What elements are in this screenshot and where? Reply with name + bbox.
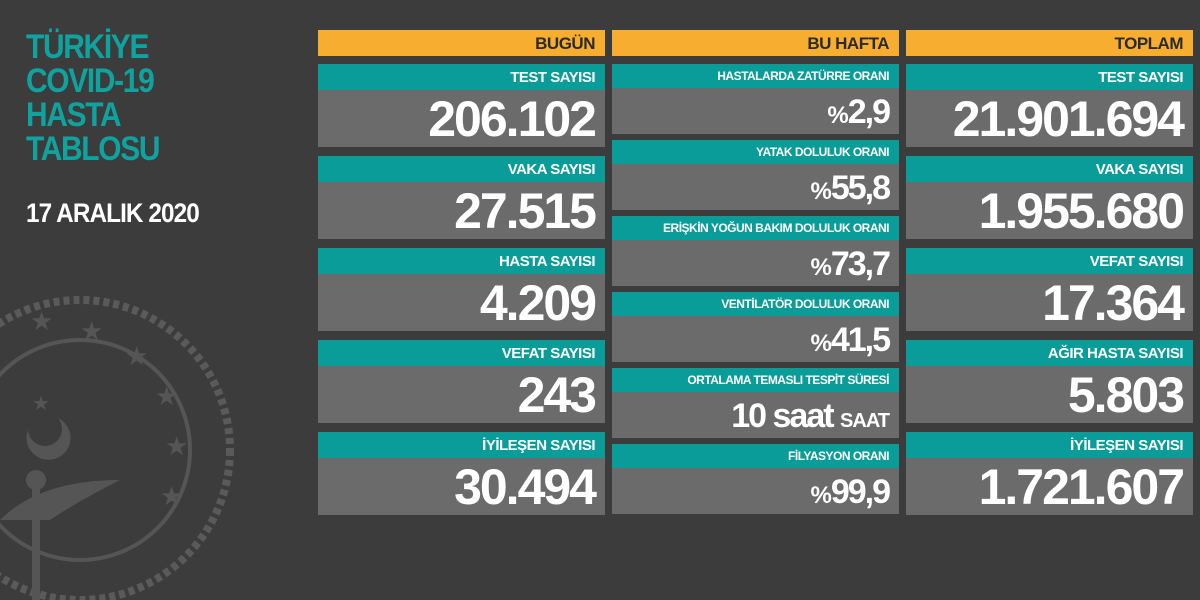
stat-value: 21.901.694: [952, 91, 1185, 147]
stat-card: İYİLEŞEN SAYISI 30.494: [318, 432, 605, 515]
stat-value: 2,9: [847, 93, 891, 131]
percent-sign: %: [810, 482, 831, 509]
stat-value: 1.955.680: [978, 183, 1185, 239]
svg-text:★: ★: [32, 391, 50, 415]
stat-value-box: %55,8: [612, 164, 899, 210]
total-column: TOPLAM TEST SAYISI 21.901.694 VAKA SAYISI 1…: [906, 30, 1193, 515]
total-header: TOPLAM: [906, 30, 1193, 56]
stat-value-box: 5.803: [906, 366, 1193, 423]
today-column: BUGÜN TEST SAYISI 206.102 VAKA SAYISI 27.51…: [318, 30, 605, 515]
stat-value-box: 243: [318, 366, 605, 423]
stat-card: FİLYASYON ORANI %99,9: [612, 444, 899, 514]
svg-text:★: ★: [80, 317, 103, 347]
stat-value: 99,9: [830, 473, 891, 511]
stat-value-box: 27.515: [318, 182, 605, 239]
stat-value: 1.721.607: [978, 459, 1185, 515]
stat-card: İYİLEŞEN SAYISI 1.721.607: [906, 432, 1193, 515]
svg-text:★: ★: [165, 432, 188, 462]
stat-label: TEST SAYISI: [906, 64, 1193, 90]
svg-text:★: ★: [160, 482, 183, 512]
title-line: TABLOSU: [26, 130, 160, 168]
emblem-icon: ★ ★★ ★★★ ★: [0, 296, 234, 600]
stat-label: ERİŞKİN YOĞUN BAKIM DOLULUK ORANI: [612, 216, 899, 240]
dashboard-title: TÜRKİYE COVID-19 HASTA TABLOSU: [26, 28, 160, 168]
stat-value-box: 30.494: [318, 458, 605, 515]
percent-sign: %: [810, 178, 831, 205]
title-line: HASTA: [26, 96, 122, 134]
stat-card: ERİŞKİN YOĞUN BAKIM DOLULUK ORANI %73,7: [612, 216, 899, 286]
report-date: 17 ARALIK 2020: [26, 198, 200, 228]
stat-label: AĞIR HASTA SAYISI: [906, 340, 1193, 366]
stat-value-box: 206.102: [318, 90, 605, 147]
stat-value-box: %99,9: [612, 468, 899, 514]
stat-value: 41,5: [830, 321, 891, 359]
svg-text:★: ★: [125, 342, 148, 372]
stat-value: 4.209: [479, 275, 597, 331]
stat-card: VAKA SAYISI 27.515: [318, 156, 605, 239]
stat-label: İYİLEŞEN SAYISI: [318, 432, 605, 458]
stat-value: 30.494: [454, 459, 597, 515]
stat-label: YATAK DOLULUK ORANI: [612, 140, 899, 164]
stat-label: FİLYASYON ORANI: [612, 444, 899, 468]
stat-label: VENTİLATÖR DOLULUK ORANI: [612, 292, 899, 316]
stat-card: VEFAT SAYISI 243: [318, 340, 605, 423]
stat-label: HASTALARDA ZATÜRRE ORANI: [612, 64, 899, 88]
stat-value: 10 saat: [731, 397, 834, 435]
stat-value: 17.364: [1042, 275, 1185, 331]
stat-label: VEFAT SAYISI: [318, 340, 605, 366]
stat-card: VAKA SAYISI 1.955.680: [906, 156, 1193, 239]
percent-sign: %: [827, 102, 848, 129]
svg-text:★: ★: [155, 382, 178, 412]
stat-value: 55,8: [830, 169, 891, 207]
stat-card: HASTA SAYISI 4.209: [318, 248, 605, 331]
stat-label: İYİLEŞEN SAYISI: [906, 432, 1193, 458]
today-header: BUGÜN: [318, 30, 605, 56]
stat-label: TEST SAYISI: [318, 64, 605, 90]
percent-sign: %: [810, 330, 831, 357]
stat-card: VEFAT SAYISI 17.364: [906, 248, 1193, 331]
stat-card: TEST SAYISI 206.102: [318, 64, 605, 147]
stat-card: ORTALAMA TEMASLI TESPİT SÜRESİ 10 saat SA…: [612, 368, 899, 438]
stat-value-box: %41,5: [612, 316, 899, 362]
stat-value: 206.102: [428, 91, 597, 147]
stat-label: VAKA SAYISI: [318, 156, 605, 182]
title-line: TÜRKİYE: [26, 28, 149, 66]
stat-value: 27.515: [454, 183, 597, 239]
svg-text:★: ★: [30, 307, 53, 337]
stat-label: HASTA SAYISI: [318, 248, 605, 274]
stat-value: 243: [517, 367, 597, 423]
stat-value-box: 4.209: [318, 274, 605, 331]
stat-value-box: 21.901.694: [906, 90, 1193, 147]
stat-value: 5.803: [1067, 367, 1185, 423]
title-line: COVID-19: [26, 62, 155, 100]
stat-value-box: 10 saat SAAT: [612, 392, 899, 438]
stat-card: VENTİLATÖR DOLULUK ORANI %41,5: [612, 292, 899, 362]
stat-value-box: %2,9: [612, 88, 899, 134]
stat-card: YATAK DOLULUK ORANI %55,8: [612, 140, 899, 210]
stat-label: VAKA SAYISI: [906, 156, 1193, 182]
week-column: BU HAFTA HASTALARDA ZATÜRRE ORANI %2,9 YAT…: [612, 30, 899, 514]
stat-card: AĞIR HASTA SAYISI 5.803: [906, 340, 1193, 423]
stat-value-box: 17.364: [906, 274, 1193, 331]
stat-value: 73,7: [830, 245, 891, 283]
stat-label: VEFAT SAYISI: [906, 248, 1193, 274]
stat-value-box: %73,7: [612, 240, 899, 286]
week-header: BU HAFTA: [612, 30, 899, 56]
stat-value-box: 1.721.607: [906, 458, 1193, 515]
stat-card: TEST SAYISI 21.901.694: [906, 64, 1193, 147]
stat-value-box: 1.955.680: [906, 182, 1193, 239]
percent-sign: %: [810, 254, 831, 281]
stat-label: ORTALAMA TEMASLI TESPİT SÜRESİ: [612, 368, 899, 392]
unit-label: SAAT: [840, 410, 890, 432]
stat-card: HASTALARDA ZATÜRRE ORANI %2,9: [612, 64, 899, 134]
